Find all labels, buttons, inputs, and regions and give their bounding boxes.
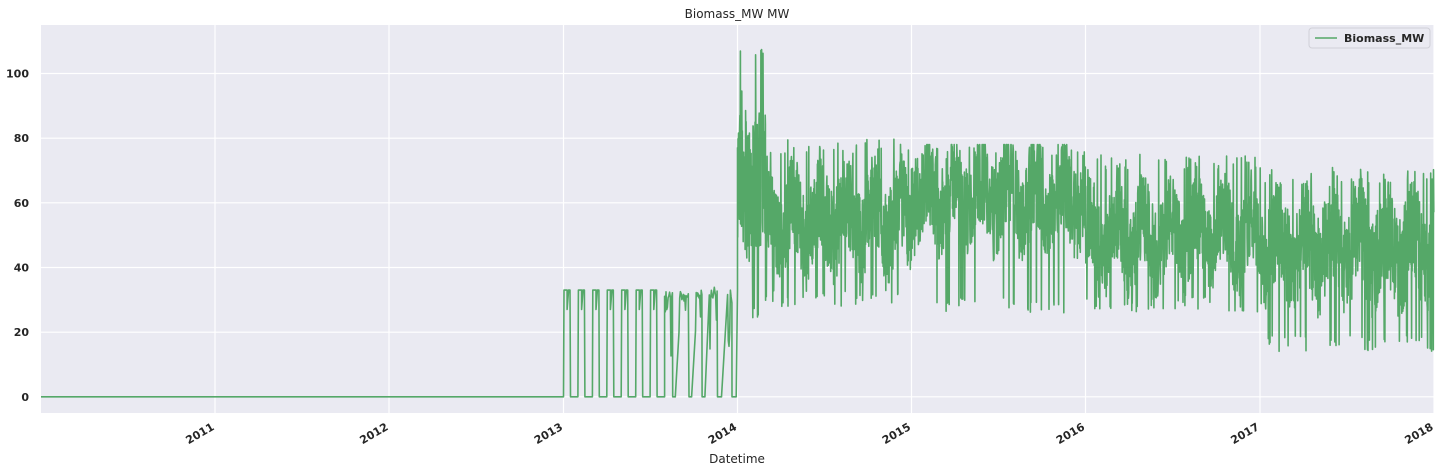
y-axis-ticks: 0 20 40 60 80 100: [6, 68, 29, 404]
x-tick-label: 2018: [1402, 420, 1435, 447]
x-tick-label: 2011: [183, 420, 216, 447]
series-layer: [41, 48, 1435, 398]
chart-title: Biomass_MW MW: [685, 7, 790, 21]
y-tick-label: 80: [14, 132, 30, 145]
x-axis-label: Datetime: [709, 452, 765, 466]
x-tick-label: 2015: [880, 420, 913, 447]
x-tick-label: 2012: [357, 420, 390, 447]
y-tick-label: 60: [14, 197, 30, 210]
series-line-biomass-mw: [41, 48, 1435, 398]
legend: Biomass_MW: [1308, 27, 1431, 49]
x-tick-label: 2014: [706, 420, 739, 447]
y-tick-label: 40: [14, 262, 30, 275]
x-tick-label: 2016: [1054, 420, 1087, 447]
y-tick-label: 100: [6, 68, 29, 81]
legend-box: [1308, 27, 1431, 49]
legend-label: Biomass_MW: [1344, 32, 1424, 45]
x-tick-label: 2013: [532, 420, 565, 447]
x-tick-label: 2017: [1228, 420, 1261, 447]
y-tick-label: 0: [21, 391, 29, 404]
y-tick-label: 20: [14, 326, 30, 339]
x-axis-ticks: 2011 2012 2013 2014 2015 2016 2017 2018: [183, 420, 1435, 447]
